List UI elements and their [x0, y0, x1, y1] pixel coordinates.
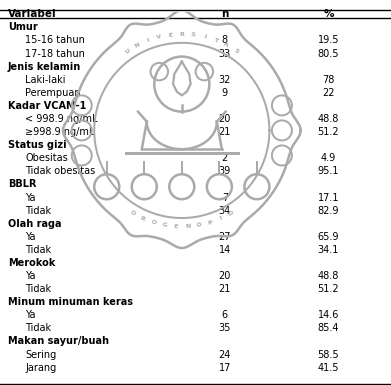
Text: ≥998.9 ng/mL: ≥998.9 ng/mL	[25, 127, 95, 137]
Text: I: I	[146, 37, 150, 43]
Text: Jarang: Jarang	[25, 363, 57, 373]
Text: 21: 21	[219, 284, 231, 294]
Text: Perempuan: Perempuan	[25, 88, 81, 98]
Text: 19.5: 19.5	[318, 35, 339, 45]
Text: Merokok: Merokok	[8, 258, 55, 268]
Text: 24: 24	[219, 350, 231, 360]
Text: 22: 22	[322, 88, 335, 98]
Text: BBLR: BBLR	[8, 179, 36, 189]
Text: Ya: Ya	[25, 310, 36, 320]
Text: 33: 33	[219, 49, 231, 59]
Text: E: E	[168, 32, 173, 37]
Text: Tidak: Tidak	[25, 323, 52, 333]
Text: R: R	[139, 215, 146, 222]
Text: 20: 20	[219, 114, 231, 124]
Text: Tidak obesitas: Tidak obesitas	[25, 166, 96, 176]
Text: I: I	[219, 216, 223, 221]
Text: 48.8: 48.8	[318, 271, 339, 281]
Text: N: N	[185, 224, 190, 229]
Text: 41.5: 41.5	[318, 363, 339, 373]
Text: V: V	[156, 34, 162, 40]
Text: O: O	[150, 219, 156, 226]
Text: 51.2: 51.2	[317, 284, 339, 294]
Text: Jenis kelamin: Jenis kelamin	[8, 62, 81, 72]
Text: Minum minuman keras: Minum minuman keras	[8, 297, 133, 307]
Text: N: N	[134, 42, 141, 49]
Text: 4.9: 4.9	[321, 153, 336, 163]
Text: 7: 7	[222, 192, 228, 203]
Text: 35: 35	[219, 323, 231, 333]
Text: 80.5: 80.5	[318, 49, 339, 59]
Text: 82.9: 82.9	[318, 206, 339, 216]
Text: Ya: Ya	[25, 232, 36, 242]
Text: E: E	[174, 224, 178, 229]
Text: 39: 39	[219, 166, 231, 176]
Text: Obesitas: Obesitas	[25, 153, 68, 163]
Text: 51.2: 51.2	[317, 127, 339, 137]
Text: G: G	[161, 222, 167, 228]
Text: Tidak: Tidak	[25, 245, 52, 255]
Text: T: T	[213, 37, 219, 44]
Text: n: n	[221, 9, 228, 19]
Text: 34: 34	[219, 206, 231, 216]
Text: 58.5: 58.5	[317, 350, 339, 360]
Text: Variabel: Variabel	[8, 9, 56, 19]
Text: O: O	[129, 209, 136, 216]
Text: A: A	[223, 42, 230, 48]
Text: Laki-laki: Laki-laki	[25, 75, 66, 85]
Text: Ya: Ya	[25, 271, 36, 281]
Text: 17: 17	[219, 363, 231, 373]
Text: 14.6: 14.6	[318, 310, 339, 320]
Text: 27: 27	[219, 232, 231, 242]
Text: Status gizi: Status gizi	[8, 140, 66, 150]
Text: Ya: Ya	[25, 192, 36, 203]
Text: P: P	[207, 219, 213, 226]
Text: O: O	[196, 222, 202, 228]
Text: 14: 14	[219, 245, 231, 255]
Text: 20: 20	[219, 271, 231, 281]
Text: 95.1: 95.1	[318, 166, 339, 176]
Text: 34.1: 34.1	[318, 245, 339, 255]
Text: 65.9: 65.9	[318, 232, 339, 242]
Text: R: R	[179, 32, 184, 37]
Text: 2: 2	[222, 153, 228, 163]
Text: I: I	[203, 34, 206, 40]
Text: Umur: Umur	[8, 22, 38, 32]
Text: 8: 8	[222, 35, 228, 45]
Text: Tidak: Tidak	[25, 206, 52, 216]
Text: Kadar VCAM-1: Kadar VCAM-1	[8, 101, 86, 111]
Text: Sering: Sering	[25, 350, 57, 360]
Text: 21: 21	[219, 127, 231, 137]
Text: Makan sayur/buah: Makan sayur/buah	[8, 336, 109, 346]
Text: 6: 6	[222, 310, 228, 320]
Text: 17-18 tahun: 17-18 tahun	[25, 49, 85, 59]
Text: Olah raga: Olah raga	[8, 219, 61, 229]
Text: 9: 9	[222, 88, 228, 98]
Text: 85.4: 85.4	[318, 323, 339, 333]
Text: S: S	[233, 47, 240, 54]
Text: 17.1: 17.1	[318, 192, 339, 203]
Text: 32: 32	[219, 75, 231, 85]
Text: 78: 78	[322, 75, 335, 85]
Text: 48.8: 48.8	[318, 114, 339, 124]
Text: D: D	[228, 209, 235, 216]
Text: 15-16 tahun: 15-16 tahun	[25, 35, 85, 45]
Text: S: S	[191, 32, 196, 37]
Text: < 998.9 ng/mL: < 998.9 ng/mL	[25, 114, 98, 124]
Text: %: %	[323, 9, 334, 19]
Text: Tidak: Tidak	[25, 284, 52, 294]
Text: U: U	[124, 47, 131, 54]
